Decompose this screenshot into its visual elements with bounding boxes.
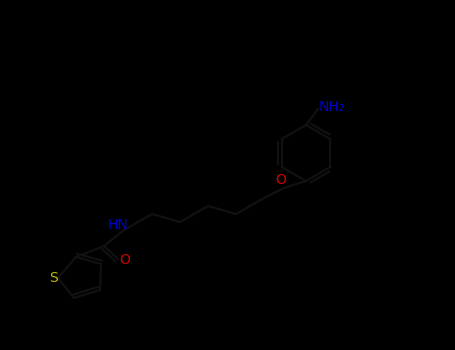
Text: NH₂: NH₂	[319, 100, 345, 114]
Text: O: O	[120, 253, 131, 267]
Text: S: S	[49, 271, 57, 285]
Text: O: O	[276, 173, 287, 187]
Text: HN: HN	[108, 218, 128, 232]
